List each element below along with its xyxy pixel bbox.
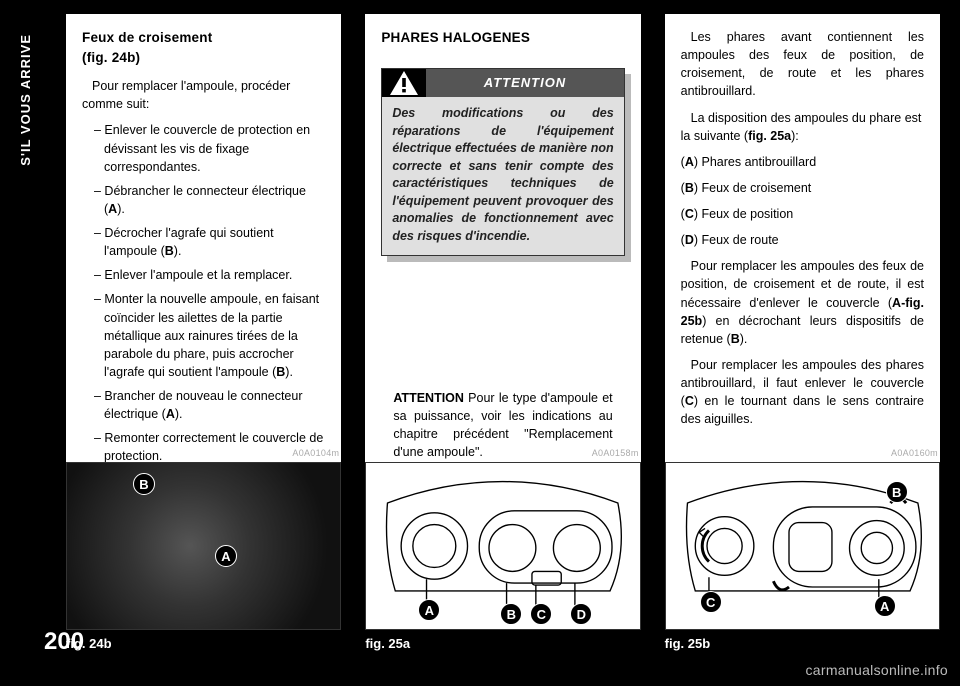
page: Feux de croisement (fig. 24b) Pour rempl… bbox=[46, 0, 960, 686]
left-i7: – Remonter correctement le couvercle de … bbox=[82, 429, 325, 465]
side-tab: S'IL VOUS ARRIVE bbox=[8, 0, 42, 200]
warning-triangle-icon bbox=[382, 69, 426, 98]
warning-title: ATTENTION bbox=[426, 69, 623, 98]
attention-note: ATTENTION Pour le type d'ampoule et sa p… bbox=[381, 379, 624, 472]
fig-24b-label: fig. 24b bbox=[66, 636, 341, 651]
callout-bubble-b: B bbox=[886, 481, 908, 503]
callout-bubble-a: A bbox=[215, 545, 237, 567]
left-title-l1: Feux de croisement bbox=[82, 30, 212, 45]
warning-body: Des modifications ou des réparations de … bbox=[382, 97, 623, 255]
figure-row: A0A0104m BA fig. 24b A0A0158m bbox=[66, 462, 940, 651]
left-i1: – Enlever le couvercle de protection en … bbox=[82, 121, 325, 175]
col-left: Feux de croisement (fig. 24b) Pour rempl… bbox=[66, 14, 341, 486]
fig-25b: A0A0160m bbox=[665, 462, 940, 651]
right-p1: Les phares avant contiennent les ampoule… bbox=[681, 28, 924, 101]
right-list-d: (D) Feux de route bbox=[681, 231, 924, 249]
fig-25a-label: fig. 25a bbox=[365, 636, 640, 651]
page-number: 200 bbox=[44, 628, 84, 656]
fig-24b: A0A0104m BA fig. 24b bbox=[66, 462, 341, 651]
columns: Feux de croisement (fig. 24b) Pour rempl… bbox=[66, 14, 940, 486]
right-list-a: (A) Phares antibrouillard bbox=[681, 153, 924, 171]
fig-24b-code: A0A0104m bbox=[292, 448, 339, 458]
left-i3: – Décrocher l'agrafe qui soutient l'ampo… bbox=[82, 224, 325, 260]
col-middle: PHARES HALOGENES ATTENTION Des modificat… bbox=[365, 14, 640, 486]
fig-25a: A0A0158m bbox=[365, 462, 640, 651]
side-tab-label: S'IL VOUS ARRIVE bbox=[18, 34, 33, 166]
col-right: Les phares avant contiennent les ampoule… bbox=[665, 14, 940, 486]
left-i2: – Débrancher le connecteur électrique (A… bbox=[82, 182, 325, 218]
left-i5: – Monter la nouvelle ampoule, en faisant… bbox=[82, 290, 325, 381]
callout-bubble-c: C bbox=[700, 591, 722, 613]
middle-title: PHARES HALOGENES bbox=[381, 28, 624, 48]
fig-25a-code: A0A0158m bbox=[592, 448, 639, 458]
left-p1: Pour remplacer l'ampoule, procéder comme… bbox=[82, 77, 325, 113]
right-p3: Pour remplacer les ampoules des feux de … bbox=[681, 257, 924, 348]
right-list-c: (C) Feux de position bbox=[681, 205, 924, 223]
headlamp-front-diagram bbox=[366, 463, 639, 629]
right-p2: La disposition des ampoules du phare est… bbox=[681, 109, 924, 145]
fig-25a-image: ABCD bbox=[365, 462, 640, 630]
fig-24b-image: BA bbox=[66, 462, 341, 630]
warning-header: ATTENTION bbox=[382, 69, 623, 98]
right-p4: Pour remplacer les ampoules des phares a… bbox=[681, 356, 924, 429]
left-i6: – Brancher de nouveau le connecteur élec… bbox=[82, 387, 325, 423]
warning-box: ATTENTION Des modifications ou des répar… bbox=[381, 68, 624, 257]
left-title-l2: (fig. 24b) bbox=[82, 50, 140, 65]
right-list-b: (B) Feux de croisement bbox=[681, 179, 924, 197]
fig-25b-label: fig. 25b bbox=[665, 636, 940, 651]
left-title: Feux de croisement (fig. 24b) bbox=[82, 28, 325, 67]
note-bold: ATTENTION bbox=[393, 391, 464, 405]
callout-bubble-b: B bbox=[133, 473, 155, 495]
fig-25b-code: A0A0160m bbox=[891, 448, 938, 458]
fig-25b-image: B C A bbox=[665, 462, 940, 630]
watermark: carmanualsonline.info bbox=[806, 662, 949, 678]
left-i4: – Enlever l'ampoule et la remplacer. bbox=[82, 266, 325, 284]
callout-bubble-a: A bbox=[874, 595, 896, 617]
